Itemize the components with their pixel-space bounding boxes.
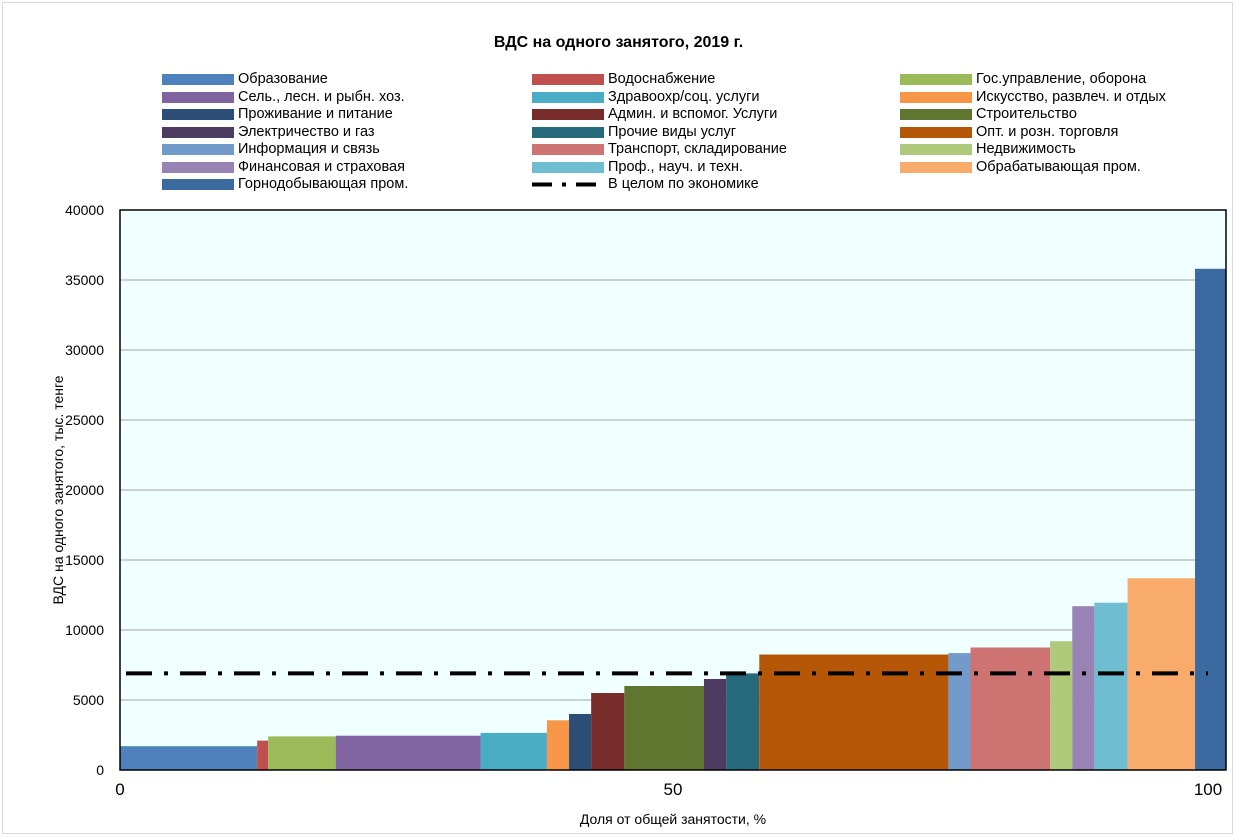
- legend-label: Прочие виды услуг: [608, 123, 737, 140]
- legend-swatch: [162, 144, 234, 155]
- legend-swatch: [532, 161, 604, 173]
- bar-17: [1094, 602, 1128, 770]
- bar-14: [970, 647, 1051, 770]
- legend-item: Проф., науч. и техн.: [532, 158, 743, 175]
- y-axis-title: ВДС на одного занятого, тыс. тенге: [50, 375, 66, 605]
- bar-8: [591, 693, 625, 770]
- legend-label: Строительство: [976, 106, 1077, 122]
- legend-swatch: [532, 144, 604, 155]
- legend-label: Транспорт, складирование: [608, 141, 787, 157]
- legend-label: Здравоохр/соц. услуги: [608, 88, 760, 105]
- legend-label: Проживание и питание: [238, 106, 393, 122]
- bar-6: [546, 720, 570, 770]
- legend-item: Админ. и вспомог. Услуги: [532, 107, 777, 122]
- bar-2: [257, 740, 269, 770]
- legend-swatch: [532, 182, 604, 187]
- y-tick-label: 20000: [65, 482, 104, 498]
- legend-swatch: [532, 91, 604, 103]
- y-tick-label: 15000: [65, 552, 104, 568]
- legend-item: Горнодобывающая пром.: [162, 177, 408, 192]
- legend-swatch: [900, 109, 972, 120]
- legend-swatch: [900, 161, 972, 173]
- legend-label: Проф., науч. и техн.: [608, 158, 743, 175]
- bar-9: [624, 686, 704, 770]
- legend-swatch: [532, 109, 604, 120]
- legend-item: Опт. и розн. торговля: [900, 123, 1119, 140]
- legend-label: Опт. и розн. торговля: [976, 123, 1119, 140]
- y-tick-label: 5000: [73, 692, 104, 708]
- legend-swatch: [900, 74, 972, 85]
- legend-item: Строительство: [900, 107, 1077, 122]
- legend-label: Информация и связь: [238, 141, 380, 157]
- y-tick-label: 30000: [65, 342, 104, 358]
- legend-item: Электричество и газ: [162, 123, 375, 140]
- legend-item: Образование: [162, 72, 328, 87]
- legend-swatch: [162, 161, 234, 173]
- legend-label: Недвижимость: [976, 141, 1076, 157]
- bar-1: [120, 746, 258, 770]
- legend-item: Гос.управление, оборона: [900, 72, 1146, 87]
- legend-label: Искусство, развлеч. и отдых: [976, 88, 1166, 105]
- legend-swatch: [900, 91, 972, 103]
- bar-5: [480, 732, 547, 770]
- bar-15: [1050, 641, 1073, 770]
- bar-16: [1072, 606, 1095, 770]
- legend-item: Финансовая и страховая: [162, 158, 405, 175]
- y-tick-label: 35000: [65, 272, 104, 288]
- legend-item: Обрабатывающая пром.: [900, 158, 1141, 175]
- legend-item: Прочие виды услуг: [532, 123, 737, 140]
- legend-item: Проживание и питание: [162, 107, 393, 122]
- x-axis-title: Доля от общей занятости, %: [579, 811, 767, 827]
- legend-label: В целом по экономике: [608, 176, 759, 192]
- legend-label: Водоснабжение: [608, 71, 716, 87]
- legend-swatch: [900, 144, 972, 155]
- legend-swatch: [162, 126, 234, 138]
- y-tick-label: 40000: [65, 202, 104, 218]
- x-tick-label: 50: [664, 780, 683, 799]
- legend-item: Искусство, развлеч. и отдых: [900, 88, 1166, 105]
- bar-13: [948, 653, 971, 770]
- legend-item: Информация и связь: [162, 142, 380, 157]
- bar-4: [335, 735, 481, 770]
- legend-swatch: [162, 74, 234, 85]
- bar-3: [268, 736, 336, 770]
- bar-19: [1195, 268, 1226, 770]
- x-tick-label: 100: [1194, 780, 1222, 799]
- legend-label: Админ. и вспомог. Услуги: [608, 106, 778, 122]
- x-tick-label: 0: [115, 780, 124, 799]
- legend-item: Сель., лесн. и рыбн. хоз.: [162, 88, 405, 105]
- legend-item: Здравоохр/соц. услуги: [532, 88, 760, 105]
- legend-swatch: [532, 74, 604, 85]
- legend-item: Водоснабжение: [532, 72, 715, 87]
- y-tick-label: 0: [96, 762, 104, 778]
- legend-label: Финансовая и страховая: [238, 158, 405, 175]
- plot-border: [119, 209, 1227, 771]
- legend-swatch: [532, 126, 604, 138]
- legend-item: В целом по экономике: [532, 177, 759, 192]
- bar-7: [569, 714, 592, 770]
- bar-10: [703, 679, 727, 770]
- legend-item: Недвижимость: [900, 142, 1076, 157]
- legend-swatch: [162, 91, 234, 103]
- legend-label: Обрабатывающая пром.: [976, 158, 1141, 175]
- bar-11: [726, 673, 760, 770]
- legend-item: Транспорт, складирование: [532, 142, 787, 157]
- legend-label: Горнодобывающая пром.: [238, 176, 409, 192]
- y-tick-label: 25000: [65, 412, 104, 428]
- chart-title: ВДС на одного занятого, 2019 г.: [493, 34, 744, 51]
- legend-swatch: [900, 126, 972, 138]
- legend-label: Гос.управление, оборона: [976, 71, 1147, 87]
- y-tick-label: 10000: [65, 622, 104, 638]
- legend-swatch: [162, 109, 234, 120]
- legend-label: Сель., лесн. и рыбн. хоз.: [238, 88, 405, 105]
- legend-label: Электричество и газ: [238, 123, 375, 140]
- legend-swatch: [162, 179, 234, 190]
- legend-label: Образование: [238, 71, 328, 87]
